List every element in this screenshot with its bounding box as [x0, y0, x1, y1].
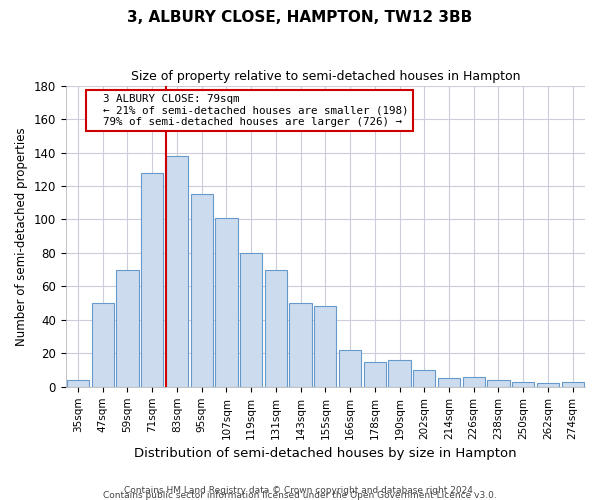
Bar [314, 306, 337, 387]
Title: Size of property relative to semi-detached houses in Hampton: Size of property relative to semi-detach… [131, 70, 520, 83]
Bar [537, 384, 559, 387]
Bar [92, 303, 114, 387]
Bar [265, 270, 287, 387]
Bar [166, 156, 188, 387]
Bar [487, 380, 509, 387]
Bar [191, 194, 213, 387]
Bar [289, 303, 312, 387]
Bar [215, 218, 238, 387]
Bar [562, 382, 584, 387]
Bar [240, 253, 262, 387]
Bar [67, 380, 89, 387]
Y-axis label: Number of semi-detached properties: Number of semi-detached properties [15, 127, 28, 346]
Bar [512, 382, 535, 387]
Bar [141, 172, 163, 387]
Text: Contains HM Land Registry data © Crown copyright and database right 2024.: Contains HM Land Registry data © Crown c… [124, 486, 476, 495]
Bar [364, 362, 386, 387]
Bar [463, 377, 485, 387]
Bar [438, 378, 460, 387]
Bar [116, 270, 139, 387]
Text: 3, ALBURY CLOSE, HAMPTON, TW12 3BB: 3, ALBURY CLOSE, HAMPTON, TW12 3BB [127, 10, 473, 25]
Bar [413, 370, 436, 387]
Text: 3 ALBURY CLOSE: 79sqm
  ← 21% of semi-detached houses are smaller (198)
  79% of: 3 ALBURY CLOSE: 79sqm ← 21% of semi-deta… [91, 94, 409, 127]
X-axis label: Distribution of semi-detached houses by size in Hampton: Distribution of semi-detached houses by … [134, 447, 517, 460]
Bar [388, 360, 410, 387]
Bar [339, 350, 361, 387]
Text: Contains public sector information licensed under the Open Government Licence v3: Contains public sector information licen… [103, 490, 497, 500]
